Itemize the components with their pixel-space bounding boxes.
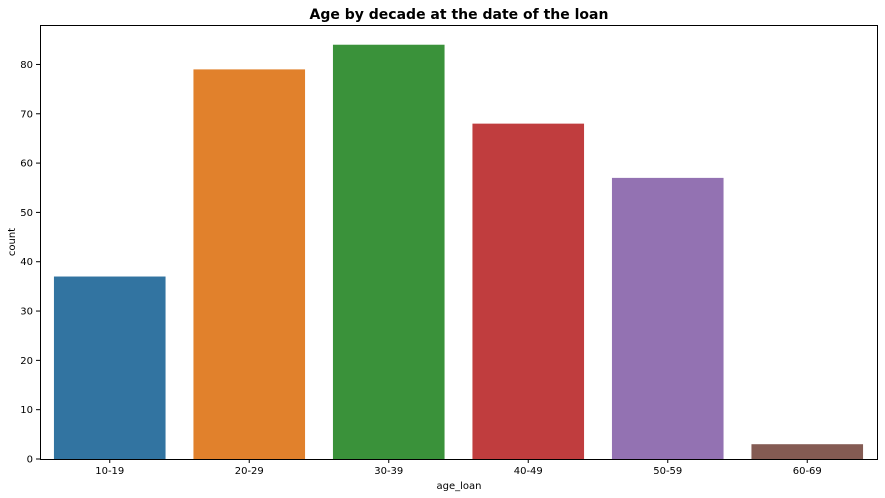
bar-50-59 [611,177,724,460]
y-tick-label: 0 [27,455,33,466]
x-tick-label: 10-19 [95,466,124,477]
y-tick-label: 50 [20,208,33,219]
x-axis-ticks: 10-19 20-29 30-39 40-49 50-59 60-69 [95,459,822,477]
chart-title: Age by decade at the date of the loan [310,7,609,23]
y-tick-label: 10 [20,405,33,416]
y-tick-label: 20 [20,356,33,367]
x-tick-label: 50-59 [653,466,682,477]
y-tick-label: 60 [20,159,33,170]
plot-frame [40,25,878,460]
bar-40-49 [472,123,585,460]
bars-group [53,44,864,460]
x-axis-label: age_loan [437,481,482,492]
y-axis-label: count [7,228,18,256]
y-axis-ticks: 0 10 20 30 40 50 60 70 80 [20,60,40,466]
x-tick-label: 60-69 [793,466,822,477]
bar-60-69 [751,444,864,459]
x-tick-label: 40-49 [514,466,543,477]
bar-10-19 [53,276,166,459]
x-tick-label: 30-39 [374,466,403,477]
bar-20-29 [193,69,306,460]
bar-30-39 [332,44,445,460]
x-tick-label: 20-29 [235,466,264,477]
y-tick-label: 40 [20,257,33,268]
plot-area: 0 10 20 30 40 50 60 70 80 10-19 20-29 30-39 40-49 50… [20,25,878,477]
y-tick-label: 80 [20,60,33,71]
y-tick-label: 30 [20,307,33,318]
y-tick-label: 70 [20,109,33,120]
